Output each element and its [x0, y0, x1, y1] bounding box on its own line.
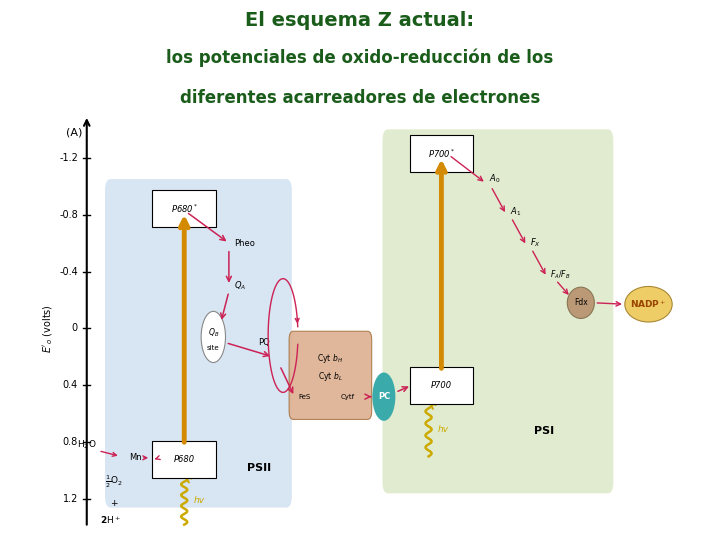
Text: $F_X$: $F_X$	[530, 237, 541, 249]
Text: $E'_o$ (volts): $E'_o$ (volts)	[41, 304, 55, 353]
Text: site: site	[207, 345, 220, 352]
Text: hv: hv	[438, 425, 449, 434]
Text: H$_2$O: H$_2$O	[77, 439, 97, 451]
Text: 0.8: 0.8	[63, 437, 78, 447]
FancyBboxPatch shape	[410, 135, 473, 172]
Text: P700: P700	[431, 381, 452, 390]
Text: Cytf: Cytf	[341, 394, 354, 400]
Text: Pheo: Pheo	[233, 239, 254, 247]
Text: NADP$^+$: NADP$^+$	[630, 299, 667, 310]
FancyBboxPatch shape	[105, 179, 292, 508]
Text: PSII: PSII	[247, 463, 271, 472]
Text: Z: Z	[153, 453, 159, 462]
FancyBboxPatch shape	[153, 441, 216, 478]
Text: (A): (A)	[66, 127, 83, 137]
FancyBboxPatch shape	[382, 129, 613, 494]
Text: FeS: FeS	[299, 394, 311, 400]
Text: 0.4: 0.4	[63, 380, 78, 390]
FancyBboxPatch shape	[410, 367, 473, 404]
Text: $\frac{1}{2}$O$_2$: $\frac{1}{2}$O$_2$	[105, 474, 122, 490]
Text: +: +	[110, 499, 117, 508]
Text: P680: P680	[174, 455, 195, 464]
Ellipse shape	[567, 287, 594, 319]
Ellipse shape	[625, 286, 672, 322]
Text: $\mathbf{2}$H$^+$: $\mathbf{2}$H$^+$	[100, 515, 121, 526]
Text: PQ: PQ	[258, 338, 270, 347]
Text: $Q_B$: $Q_B$	[207, 326, 219, 339]
FancyBboxPatch shape	[289, 331, 372, 420]
Text: $A_0$: $A_0$	[490, 173, 501, 185]
Text: diferentes acarreadores de electrones: diferentes acarreadores de electrones	[180, 89, 540, 106]
Text: PC: PC	[378, 392, 390, 401]
Text: -0.4: -0.4	[59, 267, 78, 276]
Text: PSI: PSI	[534, 426, 554, 436]
Text: Cyt $b_H$: Cyt $b_H$	[318, 352, 343, 365]
Text: los potenciales de oxido-reducción de los: los potenciales de oxido-reducción de lo…	[166, 49, 554, 67]
Text: 0: 0	[72, 323, 78, 333]
Text: P700$^*$: P700$^*$	[428, 147, 455, 160]
Text: Fdx: Fdx	[574, 298, 588, 307]
Text: Cyt $b_L$: Cyt $b_L$	[318, 370, 343, 383]
Text: 1.2: 1.2	[63, 494, 78, 504]
Text: $A_1$: $A_1$	[510, 206, 521, 218]
Text: $Q_A$: $Q_A$	[233, 280, 246, 292]
Text: P680$^*$: P680$^*$	[171, 202, 198, 215]
Text: El esquema Z actual:: El esquema Z actual:	[246, 11, 474, 30]
Text: $F_A/F_B$: $F_A/F_B$	[550, 268, 571, 281]
Text: Mn: Mn	[130, 453, 142, 462]
Circle shape	[201, 312, 225, 362]
Text: -0.8: -0.8	[59, 210, 78, 220]
Text: -1.2: -1.2	[59, 153, 78, 163]
Text: hv: hv	[194, 496, 204, 505]
FancyBboxPatch shape	[153, 191, 216, 227]
Circle shape	[372, 373, 395, 421]
